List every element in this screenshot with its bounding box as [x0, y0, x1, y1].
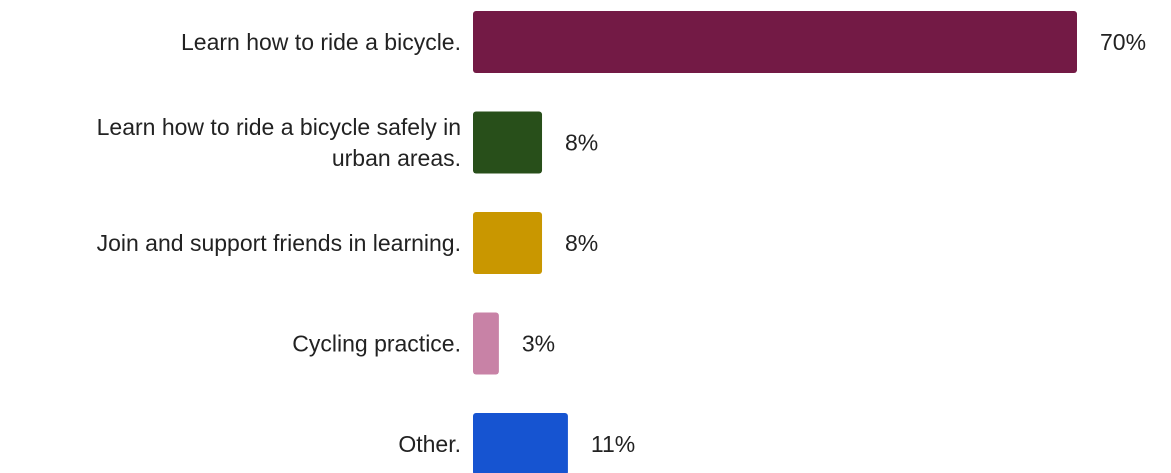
value-labels: 70% 8% 8% 3% 11% [522, 29, 1146, 457]
category-label-0: Learn how to ride a bicycle. [181, 29, 461, 55]
bar-2 [473, 212, 543, 274]
category-label-1-line-0: Learn how to ride a bicycle safely in [97, 114, 461, 140]
category-label-2-line-0: Join and support friends in learning. [97, 230, 461, 256]
bar-3 [473, 312, 499, 375]
category-label-2: Join and support friends in learning. [97, 230, 461, 256]
bar-0 [473, 11, 1077, 73]
value-label-1: 8% [565, 130, 598, 156]
value-label-0: 70% [1100, 29, 1146, 55]
value-label-3: 3% [522, 331, 555, 357]
category-label-1: Learn how to ride a bicycle safely in urb… [97, 114, 461, 171]
category-label-0-line-0: Learn how to ride a bicycle. [181, 29, 461, 55]
category-label-3-line-0: Cycling practice. [292, 331, 461, 357]
bars-layer [473, 11, 1077, 473]
category-label-4-line-0: Other. [398, 431, 461, 457]
value-label-2: 8% [565, 230, 598, 256]
bar-4 [473, 413, 568, 473]
category-label-1-line-1: urban areas. [332, 145, 461, 171]
category-label-3: Cycling practice. [292, 331, 461, 357]
category-labels: Learn how to ride a bicycle. Learn how to… [97, 29, 461, 457]
value-label-4: 11% [591, 431, 635, 457]
bar-1 [473, 111, 543, 174]
category-label-4: Other. [398, 431, 461, 457]
